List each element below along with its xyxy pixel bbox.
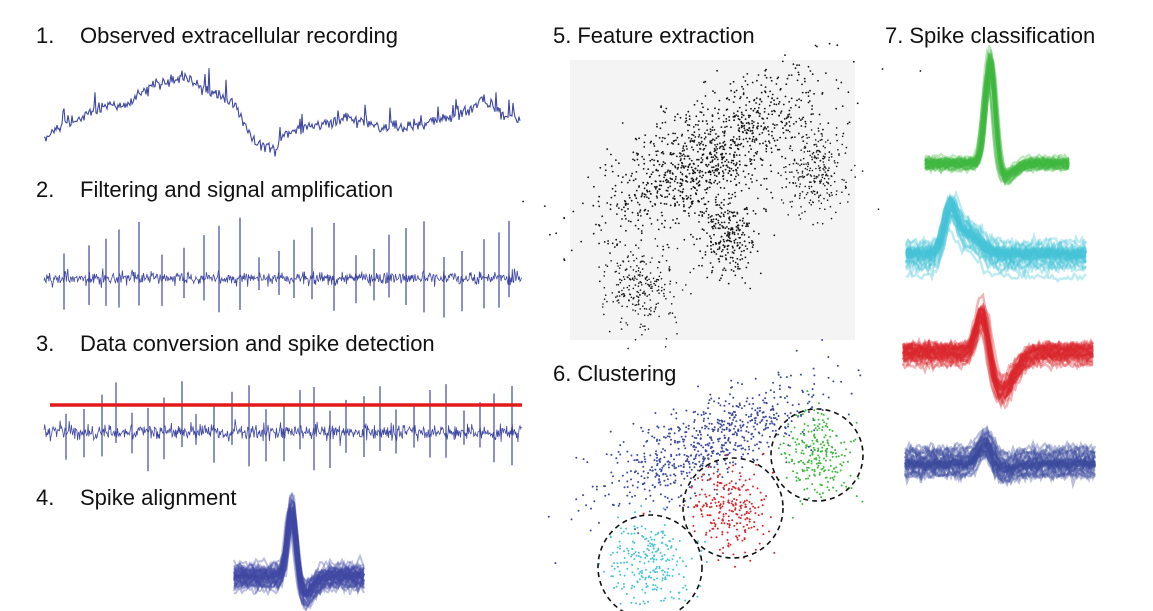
step-7-title: 7. Spike classification [885,23,1096,48]
step-3-title: 3. Data conversion and spike detection [36,331,435,356]
step-6-title: 6. Clustering [553,361,677,386]
step-4-title: 4. Spike alignment [36,485,237,510]
step-1-title: 1. Observed extracellular recording [36,23,398,48]
classified-spike-green [923,44,1071,187]
classified-spike-blue [903,424,1097,490]
step-5-title: 5. Feature extraction [553,23,755,48]
aligned-spikes-plot [233,491,365,611]
step-2-title: 2. Filtering and signal amplification [36,177,394,202]
clustering-scatter-plot [547,339,864,611]
spike-detection-trace [43,381,522,472]
feature-scatter-plot [522,33,922,350]
classified-spike-red [901,292,1095,410]
filtered-signal-trace [43,217,522,318]
raw-recording-trace [43,68,521,157]
classified-spike-cyan [904,189,1088,284]
